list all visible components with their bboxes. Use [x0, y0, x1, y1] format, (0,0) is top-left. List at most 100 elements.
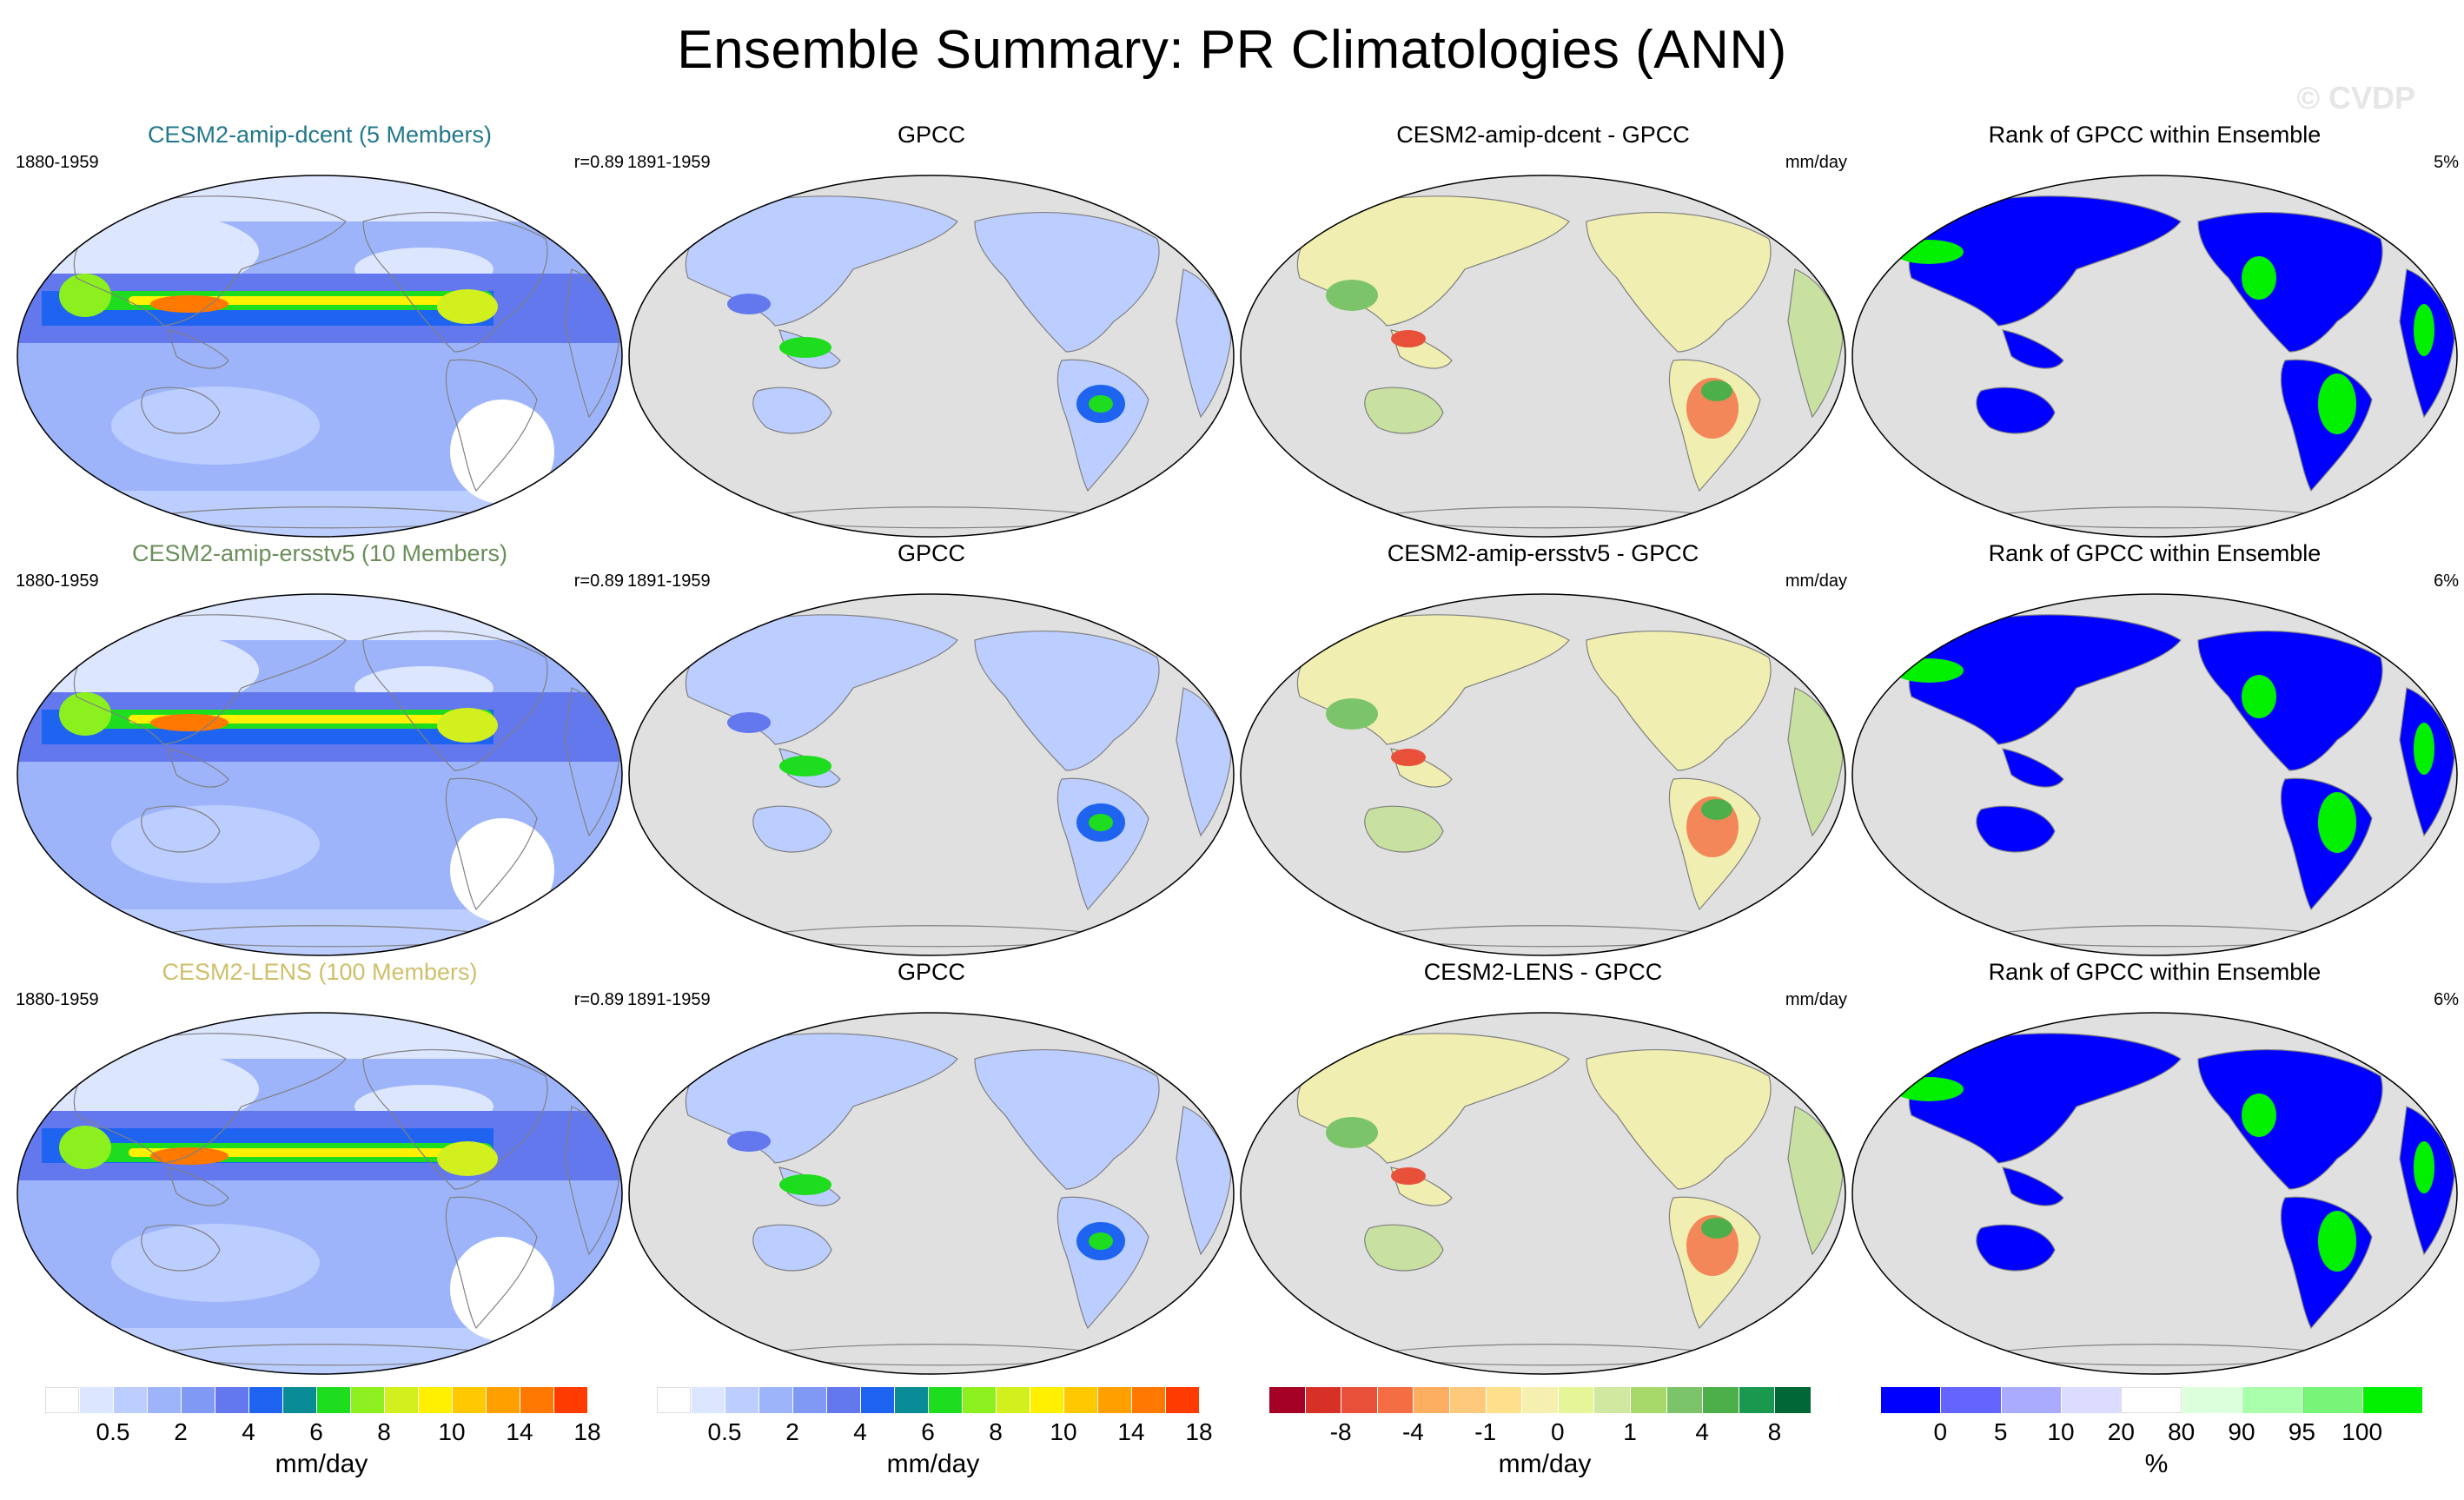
samerica-outline	[445, 777, 538, 911]
colorbar-swatch	[1521, 1387, 1558, 1413]
colorbar-1: 0.5 2 4 6 8 10 14 18 mm/day	[45, 1387, 601, 1500]
map-frame	[1240, 593, 1846, 956]
panel-title: CESM2-amip-dcent (5 Members)	[147, 122, 493, 148]
samerica-outline	[1056, 359, 1149, 492]
diff-map-field	[1241, 1013, 1845, 1374]
samerica-outline	[445, 359, 538, 492]
eurasia-outline	[685, 1033, 958, 1164]
namerica-outline	[1586, 212, 1772, 353]
obs-panel-row3: GPCC 1891-1959	[627, 959, 1235, 1375]
seasia-outline	[2002, 1166, 2064, 1206]
colorbar-tick-label: 4	[1695, 1418, 1709, 1445]
rank-map	[1851, 593, 2458, 956]
obs-map	[628, 175, 1235, 538]
map-frame	[17, 1012, 623, 1375]
rank-percent: 5%	[2434, 153, 2459, 172]
pattern-correlation: r=0.89	[573, 153, 624, 172]
australia-outline	[752, 805, 832, 853]
colorbar-tick-label: 18	[573, 1418, 601, 1445]
colorbar-swatch	[520, 1387, 553, 1413]
rank-map	[1851, 1012, 2458, 1375]
ens-map-field	[17, 594, 622, 955]
namerica-outline	[974, 212, 1160, 353]
africa-outline	[1787, 687, 1844, 837]
rank-map	[1851, 175, 2458, 538]
samerica-outline	[445, 1196, 538, 1330]
africa-outline	[1176, 268, 1232, 419]
obs-panel-row1: GPCC 1891-1959	[627, 122, 1235, 538]
colorbar-swatch	[452, 1387, 486, 1413]
colorbar-swatch	[181, 1387, 215, 1413]
colorbar-swatch	[860, 1387, 894, 1413]
colorbar-tick-label: 14	[1117, 1418, 1145, 1445]
units-label: mm/day	[1785, 153, 1847, 172]
eurasia-outline	[73, 1033, 347, 1164]
pattern-correlation: r=0.89	[573, 990, 624, 1009]
colorbar-swatch	[418, 1387, 452, 1413]
eurasia-outline	[1908, 614, 2182, 745]
colorbar-swatch	[384, 1387, 418, 1413]
australia-outline	[141, 805, 221, 853]
colorbar-tick-label: 10	[438, 1418, 466, 1445]
colorbar-tick-label: 0	[1551, 1418, 1565, 1445]
diff-map	[1240, 175, 1846, 538]
panel-title: CESM2-amip-dcent - GPCC	[1396, 122, 1690, 148]
obs-panel-row2: GPCC 1891-1959	[627, 540, 1235, 956]
panel-title: Rank of GPCC within Ensemble	[1988, 959, 2322, 985]
years-label: 1891-1959	[627, 153, 711, 172]
colorbar-swatch	[1268, 1387, 1305, 1413]
colorbar-tick-label: 4	[242, 1418, 255, 1445]
colorbar-swatch	[248, 1387, 282, 1413]
colorbar-swatch	[1063, 1387, 1097, 1413]
ens-map	[17, 593, 623, 956]
units-label: mm/day	[1785, 990, 1847, 1009]
colorbar-swatch	[2181, 1387, 2242, 1413]
cvdp-watermark: © CVDP	[2296, 80, 2415, 116]
colorbar-swatch	[282, 1387, 316, 1413]
samerica-outline	[1056, 777, 1149, 911]
rank-panel-row1: Rank of GPCC within Ensemble 5%	[1851, 122, 2459, 538]
diff-map-field	[1241, 594, 1845, 955]
colorbar-tick-label: 8	[377, 1418, 391, 1445]
namerica-outline	[1586, 1049, 1772, 1190]
colorbar-swatch	[1940, 1387, 2001, 1413]
obs-map	[628, 593, 1235, 956]
obs-map-field	[629, 594, 1234, 955]
namerica-outline	[362, 631, 548, 771]
australia-outline	[752, 1224, 832, 1272]
diff-map-field	[1241, 175, 1845, 537]
colorbar-swatch	[1774, 1387, 1811, 1413]
colorbar-swatches	[1880, 1387, 2422, 1413]
eurasia-outline	[1908, 1033, 2182, 1164]
colorbar-swatch	[1030, 1387, 1063, 1413]
namerica-outline	[362, 1049, 548, 1190]
colorbar-swatch	[1413, 1387, 1449, 1413]
seasia-outline	[2002, 748, 2064, 788]
colorbar-swatch	[350, 1387, 384, 1413]
rank-percent: 6%	[2434, 572, 2459, 591]
colorbar-tick-label: 8	[1767, 1418, 1782, 1445]
years-label: 1891-1959	[627, 572, 711, 591]
panel-title: GPCC	[897, 540, 965, 566]
panel-title: CESM2-LENS - GPCC	[1423, 959, 1663, 985]
map-frame	[1240, 175, 1846, 538]
colorbar-tick-label: 80	[2168, 1418, 2196, 1445]
colorbar-tick-label: 2	[785, 1418, 799, 1445]
colorbar-swatch	[2241, 1387, 2302, 1413]
colorbar-swatch	[1304, 1387, 1341, 1413]
seasia-outline	[167, 748, 229, 788]
colorbar-units: mm/day	[886, 1450, 980, 1478]
diff-map	[1240, 1012, 1846, 1375]
ens-panel-row1: CESM2-amip-dcent (5 Members) 1880-1959 r=0…	[16, 122, 624, 538]
colorbar-tick-label: -8	[1329, 1418, 1352, 1445]
colorbar-tick-label: 95	[2288, 1418, 2315, 1445]
panel-title: GPCC	[897, 122, 965, 148]
colorbar-swatch	[1448, 1387, 1486, 1413]
panel-title: CESM2-LENS (100 Members)	[162, 959, 478, 985]
colorbar-swatch	[1165, 1387, 1199, 1413]
australia-outline	[1976, 1224, 2056, 1272]
colorbar-tick-label: -4	[1401, 1418, 1424, 1445]
rank-percent: 6%	[2434, 990, 2459, 1009]
colorbar-swatch	[1629, 1387, 1666, 1413]
colorbar-swatch	[725, 1387, 758, 1413]
